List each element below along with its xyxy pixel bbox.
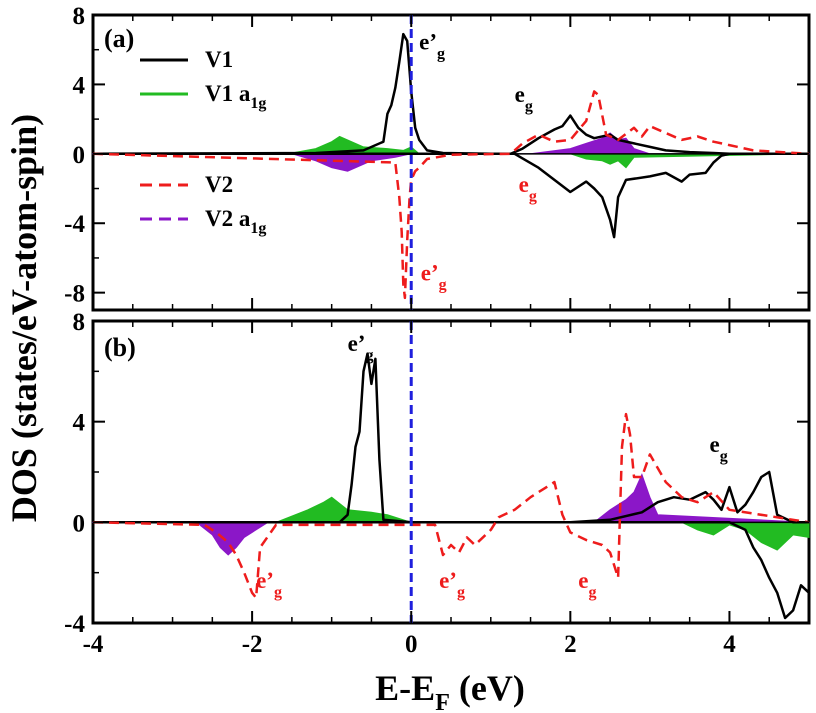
panel-b-annotation: eg [578,568,596,601]
panel-a: 8 4 0 -4 -8 e’g eg eg e’g (a) V1 V1 a1g V2 V2 a… [64,3,811,312]
panel-b-annotation: e’g [348,331,374,364]
panel-b-series-v1-down-line [93,521,810,620]
legend-v2-label: V2 [205,172,233,197]
legend-v2-a1g-label: V2 a1g [205,206,266,237]
y-axis-title: DOS (states/eV-atom-spin) [4,114,44,522]
legend: V1 V1 a1g V2 V2 a1g [140,47,266,237]
panel-b-series-v1-line [93,352,809,524]
panel-b-annotation-layer: e’g eg e’g e’g eg [256,331,728,601]
panel-a-annotation-layer: e’g eg eg e’g [419,30,537,294]
panel-a-y-tick-label: 8 [73,3,86,30]
panel-b-y-tick-label: -4 [64,611,85,638]
panel-a-frame [91,13,811,312]
panel-b-annotation: eg [710,432,728,465]
panel-a-annotation: eg [519,172,537,205]
panel-b-y-tick-label: 8 [73,309,86,336]
panel-b-annotation: e’g [439,568,465,601]
panel-a-annotation: e’g [419,30,445,63]
panel-a-tag: (a) [104,24,134,53]
panel-a-line-layer [92,15,810,310]
panel-b-y-tick-label: 0 [73,510,86,537]
panel-a-series-v2-line [92,90,810,300]
panel-b-y-tick-label: 4 [73,410,86,437]
panel-a-y-tick-label: -4 [64,211,85,238]
x-tick-labels: -4 -2 0 2 4 [83,631,737,658]
legend-v1-label: V1 [205,47,233,72]
panel-a-series-v1-a1g-area [92,135,810,169]
panel-b-fill-layer [92,473,810,556]
panel-b-tag: (b) [104,333,136,362]
x-tick-label: -2 [242,631,263,658]
panel-a-tick-layer: 8 4 0 -4 -8 [64,3,810,310]
panel-a-fill-layer [92,132,810,172]
panel-a-series-v1-down-line [93,152,809,239]
panel-a-y-tick-label: 4 [73,72,86,99]
panel-b-series-v2-a1g-area [92,473,810,556]
x-tick-label: 0 [405,631,418,658]
x-axis-title: E-EF (eV) [375,668,525,713]
panel-a-series-v2-a1g-area [92,132,810,172]
x-tick-label: 2 [564,631,577,658]
panel-a-series-v1-line [92,32,809,156]
panel-a-annotation: e’g [421,261,447,294]
panel-b-tick-layer: 8 4 0 -4 [64,309,810,638]
panel-b-line-layer [92,321,810,623]
panel-b: 8 4 0 -4 e’g eg e’g e’g eg (b) [64,309,811,638]
x-tick-label: 4 [723,631,736,658]
panel-a-y-tick-label: -8 [64,281,85,308]
panel-a-y-tick-label: 0 [73,142,86,169]
legend-v1-a1g-label: V1 a1g [205,81,266,112]
panel-b-series-v2-line [92,412,810,600]
panel-a-annotation: eg [515,82,533,115]
x-tick-label: -4 [83,631,104,658]
panel-b-annotation: e’g [256,568,282,601]
